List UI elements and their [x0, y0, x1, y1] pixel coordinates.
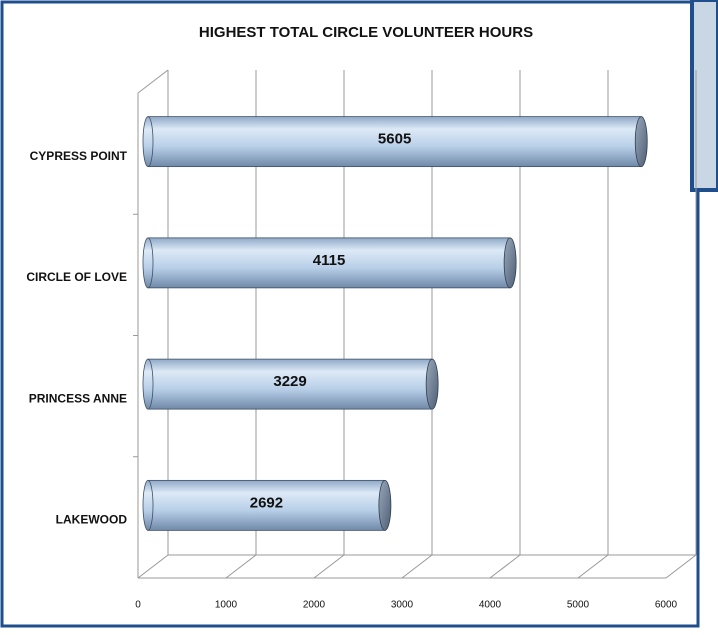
bar-cap	[503, 237, 517, 289]
grid-line	[489, 554, 521, 579]
grid-line	[313, 554, 345, 579]
grid-line	[577, 554, 609, 579]
x-tick-label: 5000	[567, 600, 590, 611]
bar-cap	[378, 479, 392, 531]
x-tick-label: 2000	[303, 600, 326, 611]
y-tick-label: CYPRESS POINT	[30, 149, 128, 163]
x-tick-label: 3000	[391, 600, 414, 611]
bar	[147, 116, 642, 168]
y-tick-label: LAKEWOOD	[56, 513, 128, 527]
y-tick-label: PRINCESS ANNE	[29, 391, 127, 405]
x-tick-label: 4000	[479, 600, 502, 611]
data-label: 4115	[313, 252, 346, 269]
plot: 0 1000 2000 3000 4000 5000 6000 CYPRESS POINT 56…	[26, 69, 697, 611]
chart-title: HIGHEST TOTAL CIRCLE VOLUNTEER HOURS	[199, 24, 533, 41]
x-tick-label: 6000	[655, 600, 678, 611]
grid-line	[225, 554, 257, 579]
bar-cap	[142, 358, 154, 410]
grid-line	[401, 554, 433, 579]
frame	[0, 0, 700, 628]
grid-line	[665, 554, 697, 579]
y-tick-label: CIRCLE OF LOVE	[26, 270, 127, 284]
bar-cap	[142, 116, 154, 168]
x-tick-label: 0	[135, 600, 141, 611]
axis-line	[137, 69, 169, 94]
bar-cap	[142, 479, 154, 531]
x-tick-label: 1000	[215, 600, 238, 611]
bar-cap	[425, 358, 439, 410]
data-label: 3229	[273, 373, 306, 390]
data-label: 5605	[378, 131, 411, 148]
bar-cap	[142, 237, 154, 289]
bar	[147, 479, 386, 531]
data-label: 2692	[250, 494, 283, 511]
bar-cap	[634, 116, 648, 168]
grid-line	[137, 554, 169, 579]
